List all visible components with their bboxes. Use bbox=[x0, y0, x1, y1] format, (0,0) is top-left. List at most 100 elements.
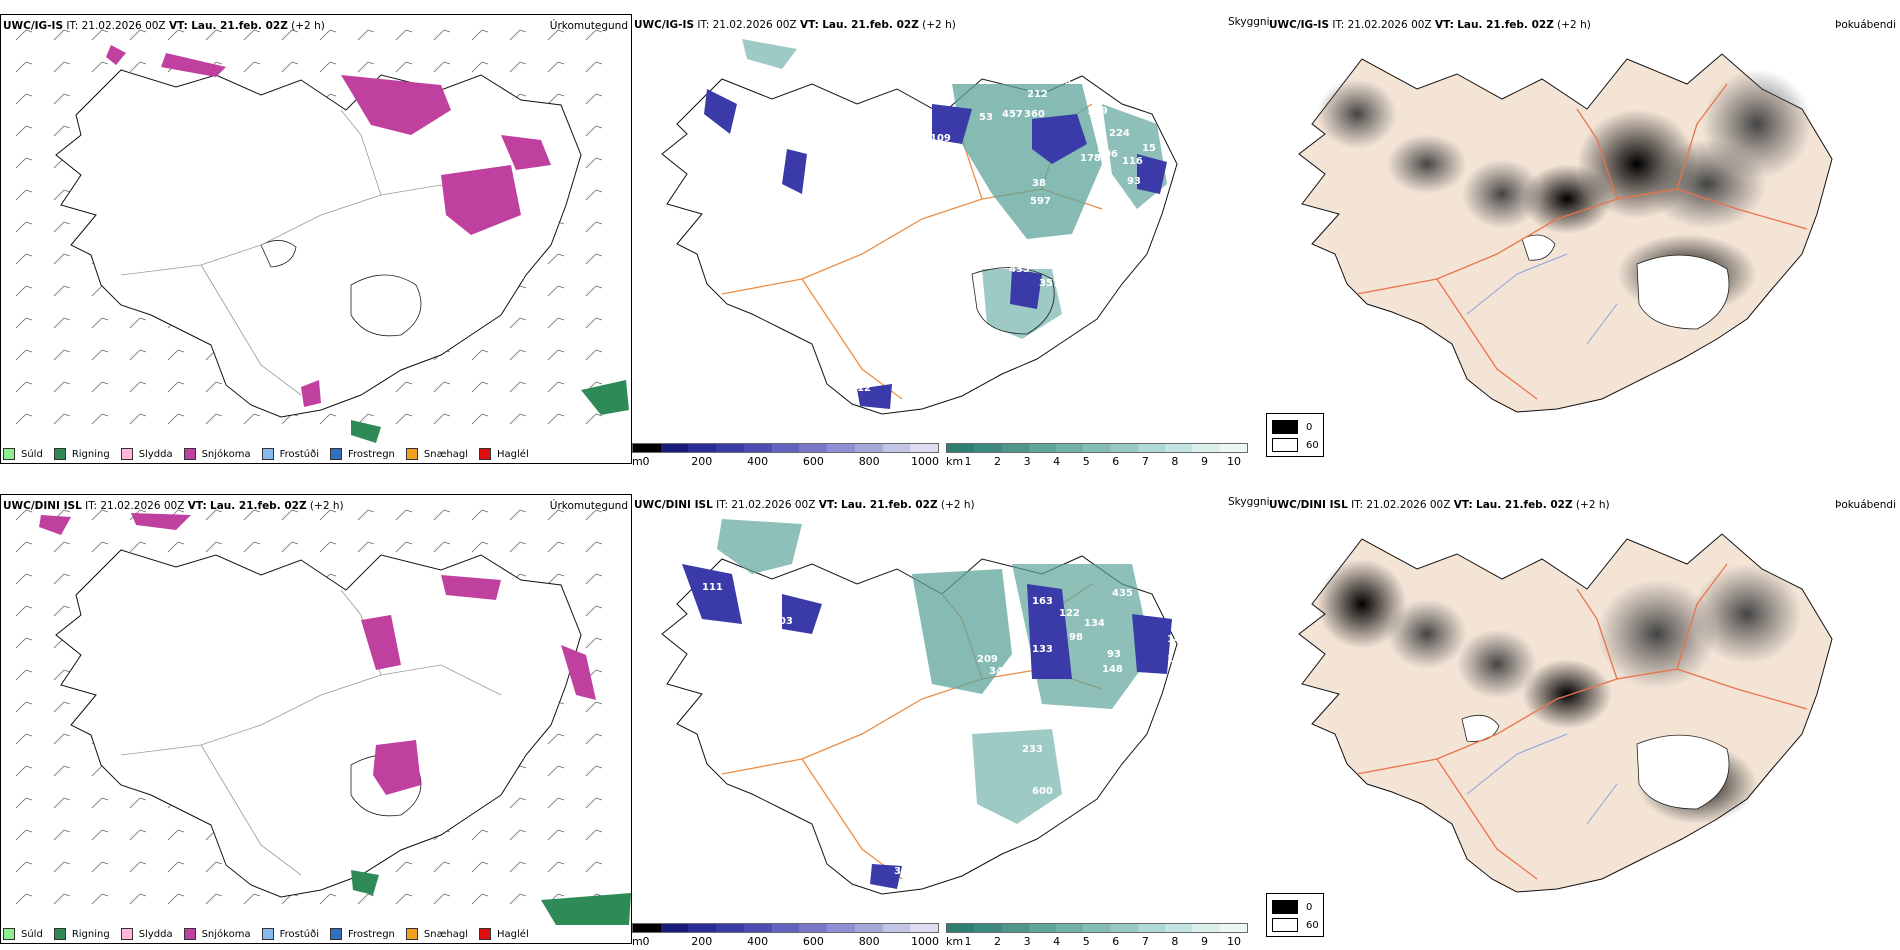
ceiling-area bbox=[682, 564, 742, 624]
wind-barb bbox=[547, 541, 565, 553]
ceiling-value-label: 109 bbox=[930, 133, 951, 144]
wind-barb bbox=[547, 61, 565, 73]
wind-barb bbox=[319, 29, 337, 41]
ceiling-value-label: 90 bbox=[742, 588, 756, 599]
ceiling-area bbox=[782, 149, 807, 194]
wind-barb bbox=[471, 509, 489, 521]
panel-title: Þokuábendi bbox=[1835, 19, 1896, 31]
wind-barb bbox=[585, 221, 603, 233]
wind-barb bbox=[15, 29, 33, 41]
wind-barb bbox=[15, 413, 33, 425]
snow-area bbox=[361, 615, 401, 670]
panel-header: UWC/DINI ISL IT: 21.02.2026 00Z VT: Lau.… bbox=[634, 499, 975, 511]
panel-title: Þokuábendi bbox=[1835, 499, 1896, 511]
wind-barb bbox=[433, 61, 451, 73]
wind-barb bbox=[547, 765, 565, 777]
wind-barb bbox=[53, 221, 71, 233]
ceiling-value-label: 116 bbox=[1122, 156, 1143, 167]
wind-barb bbox=[281, 29, 299, 41]
fog-indicator-panel-dini: UWC/DINI ISL IT: 21.02.2026 00Z VT: Lau.… bbox=[1266, 494, 1900, 944]
wind-barb bbox=[509, 541, 527, 553]
colorbar-tick: 7 bbox=[1141, 455, 1149, 468]
wind-barb bbox=[471, 829, 489, 841]
fog-key-low-swatch bbox=[1272, 918, 1298, 932]
wind-barb bbox=[15, 381, 33, 393]
ceiling-value-label: 38 bbox=[1032, 178, 1046, 189]
wind-barb bbox=[395, 541, 413, 553]
wind-barb bbox=[15, 669, 33, 681]
legend-label: Snjókoma bbox=[201, 928, 251, 940]
ceiling-area bbox=[1137, 154, 1167, 194]
wind-barb bbox=[585, 701, 603, 713]
ceiling-value-label: 178 bbox=[1080, 153, 1101, 164]
legend-label: Slydda bbox=[138, 448, 173, 460]
glacier-area bbox=[1461, 714, 1500, 742]
legend-item: Slydda bbox=[120, 448, 173, 460]
ceiling-value-label: 32 bbox=[894, 866, 908, 877]
colorbar-tick: 400 bbox=[747, 455, 769, 468]
wind-barb bbox=[15, 253, 33, 265]
snow-area bbox=[441, 575, 501, 600]
ceiling-value-label: 435 bbox=[1112, 588, 1133, 599]
wind-barb bbox=[509, 413, 527, 425]
legend-item: Snæhagl bbox=[405, 928, 469, 940]
wind-barb bbox=[53, 253, 71, 265]
legend-label: Haglél bbox=[497, 448, 529, 460]
wind-barb bbox=[15, 285, 33, 297]
roads bbox=[721, 103, 1103, 400]
snow-area bbox=[301, 380, 321, 407]
visibility-area bbox=[742, 39, 797, 69]
wind-barb bbox=[433, 893, 451, 905]
wind-barb bbox=[547, 509, 565, 521]
fog-key-low-swatch bbox=[1272, 438, 1298, 452]
ceiling-area bbox=[782, 594, 822, 634]
wind-barb bbox=[585, 93, 603, 105]
wind-barb bbox=[91, 893, 109, 905]
legend-swatch bbox=[3, 928, 15, 940]
legend-swatch bbox=[53, 448, 66, 460]
legend-item: Snjókoma bbox=[183, 928, 251, 940]
legend-label: Snæhagl bbox=[423, 928, 469, 940]
wind-barb bbox=[205, 381, 223, 393]
legend-swatch bbox=[405, 928, 418, 940]
fog-area bbox=[1462, 159, 1542, 229]
ceiling-area bbox=[1032, 114, 1087, 164]
wind-barb bbox=[15, 93, 33, 105]
ceiling-value-label: 360 bbox=[1024, 109, 1045, 120]
colorbar-tick: 0 bbox=[642, 935, 650, 948]
wind-barb bbox=[167, 381, 185, 393]
colorbar-tick: 400 bbox=[747, 935, 769, 948]
wind-barb bbox=[243, 509, 261, 521]
ceiling-area bbox=[932, 104, 972, 144]
wind-barb bbox=[129, 61, 147, 73]
rain-area bbox=[351, 420, 381, 443]
wind-barb bbox=[15, 317, 33, 329]
wind-barb bbox=[53, 381, 71, 393]
wind-barb bbox=[129, 797, 147, 809]
wind-barb bbox=[129, 317, 147, 329]
legend-item: Frostregn bbox=[330, 448, 395, 460]
wind-barb bbox=[319, 893, 337, 905]
colorbar-tick: 1 bbox=[964, 455, 972, 468]
legend-swatch bbox=[183, 448, 196, 460]
wind-barb bbox=[91, 61, 109, 73]
legend-swatch bbox=[479, 448, 492, 460]
wind-barb bbox=[585, 829, 603, 841]
wind-barb bbox=[585, 637, 603, 649]
fog-area bbox=[1387, 599, 1467, 669]
ceiling-value-label: 206 bbox=[1097, 149, 1118, 160]
wind-barb bbox=[547, 829, 565, 841]
colorbar-tick: 200 bbox=[691, 455, 713, 468]
ceiling-value-label: 15 bbox=[1142, 143, 1156, 154]
ceiling-area bbox=[870, 864, 902, 889]
wind-barb bbox=[91, 509, 109, 521]
wind-barb bbox=[585, 157, 603, 169]
visibility-area bbox=[912, 569, 1012, 694]
wind-barb bbox=[15, 125, 33, 137]
wind-barb bbox=[15, 893, 33, 905]
wind-barb bbox=[15, 701, 33, 713]
rivers bbox=[1466, 733, 1618, 825]
colorbar-tick: 6 bbox=[1112, 935, 1120, 948]
